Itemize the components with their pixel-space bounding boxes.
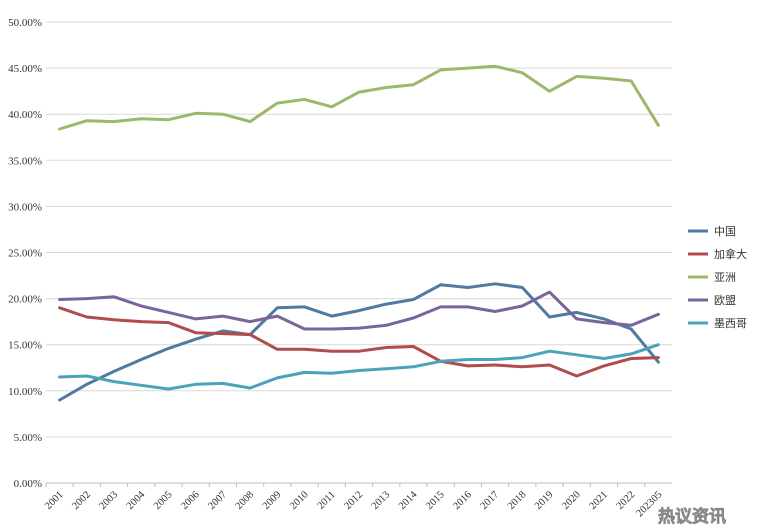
y-tick-label: 45.00% bbox=[8, 63, 42, 75]
series-line-1 bbox=[58, 282, 660, 402]
x-axis-ticks: 2001 2002 2003 2004 2005 2006 2007 2008 2009 2010… bbox=[43, 483, 665, 519]
x-tick-label: 2007 bbox=[206, 489, 229, 512]
x-tick-label: 2021 bbox=[587, 489, 610, 512]
x-tick-label: 2002 bbox=[70, 489, 93, 512]
legend-label: 欧盟 bbox=[714, 294, 736, 307]
x-tick-label: 2011 bbox=[316, 489, 338, 511]
x-tick-label: 2003 bbox=[98, 489, 121, 512]
y-tick-label: 0.00% bbox=[14, 478, 42, 490]
y-tick-label: 15.00% bbox=[8, 340, 42, 352]
x-tick-label: 2015 bbox=[424, 489, 447, 512]
y-tick-label: 30.00% bbox=[8, 201, 42, 213]
y-tick-label: 20.00% bbox=[8, 294, 42, 306]
legend-label: 墨西哥 bbox=[714, 317, 747, 330]
y-tick-label: 40.00% bbox=[8, 109, 42, 121]
legend-label: 亚洲 bbox=[714, 271, 736, 284]
x-tick-label: 2019 bbox=[533, 489, 556, 512]
x-tick-label: 2008 bbox=[234, 489, 257, 512]
x-tick-label: 2020 bbox=[560, 489, 583, 512]
gridlines bbox=[46, 21, 672, 438]
x-tick-label: 2017 bbox=[479, 489, 502, 512]
y-tick-label: 25.00% bbox=[8, 248, 42, 260]
legend-label: 中国 bbox=[714, 225, 736, 238]
series-line-5 bbox=[58, 343, 660, 391]
legend-label: 加拿大 bbox=[714, 247, 747, 261]
watermark: 热议资讯 bbox=[658, 506, 726, 527]
y-axis-ticks: 0.00% 5.00% 10.00% 15.00% 20.00% 25.00% 30.00%… bbox=[8, 17, 42, 490]
series-line-4 bbox=[58, 290, 660, 331]
series-line-2 bbox=[58, 306, 660, 378]
x-tick-label: 2022 bbox=[615, 489, 638, 512]
y-tick-label: 10.00% bbox=[8, 386, 42, 398]
x-tick-label: 2010 bbox=[288, 489, 311, 512]
x-tick-label: 2012 bbox=[342, 489, 365, 512]
x-tick-label: 2018 bbox=[506, 489, 529, 512]
series-lines bbox=[58, 64, 660, 402]
y-tick-label: 35.00% bbox=[8, 155, 42, 167]
series-line-3 bbox=[58, 64, 660, 131]
x-tick-label: 2016 bbox=[451, 489, 474, 512]
x-tick-label: 2006 bbox=[179, 489, 202, 512]
x-tick-label: 2001 bbox=[43, 489, 66, 512]
x-tick-label: 2013 bbox=[370, 489, 393, 512]
y-tick-label: 50.00% bbox=[8, 17, 42, 29]
x-tick-label: 2004 bbox=[125, 489, 148, 512]
x-tick-label: 2014 bbox=[397, 489, 420, 512]
x-tick-label: 2005 bbox=[152, 489, 175, 512]
y-tick-label: 5.00% bbox=[14, 432, 42, 444]
x-tick-label: 2009 bbox=[261, 489, 284, 512]
